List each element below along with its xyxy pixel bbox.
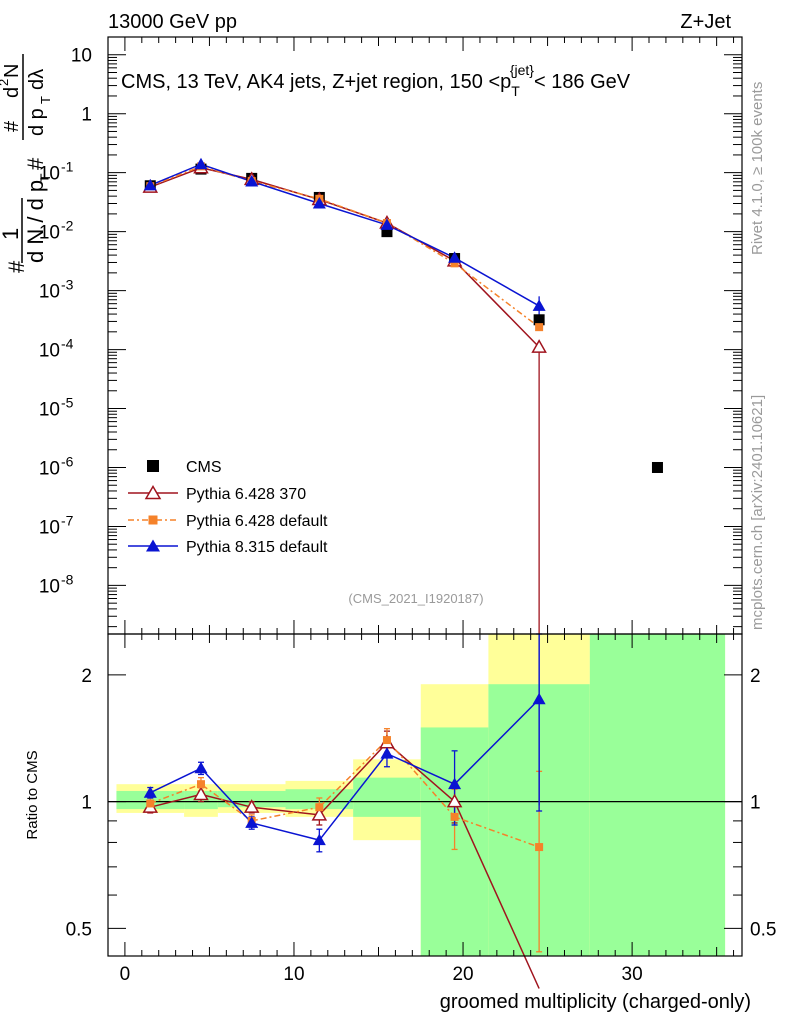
y-tick-label: 1: [81, 105, 92, 126]
legend-label-p6-370: Pythia 6.428 370: [186, 486, 306, 503]
main-point-p6_default-5: [450, 259, 459, 268]
data-markers: [142, 157, 663, 852]
header-right: Z+Jet: [680, 11, 731, 33]
y-tick-label: 10: [39, 282, 60, 303]
x-tick-label: 30: [622, 964, 643, 985]
legend: CMS Pythia 6.428 370 Pythia 6.428 defaul…: [128, 459, 328, 556]
main-point-cms-4: [381, 226, 393, 238]
y-tick-label: 10: [39, 223, 60, 244]
ratio-frame: [107, 633, 743, 957]
y-tick-label: 10: [39, 517, 60, 538]
ratio-point-p8-6: [532, 692, 546, 705]
main-line-p6_default: [149, 165, 540, 328]
ratio-y-tick-label-right: 1: [750, 793, 761, 814]
y-tick-exponent: -2: [61, 218, 74, 234]
svg-text:d: d: [1, 87, 23, 98]
x-tick-label: 10: [283, 964, 304, 985]
green-band-7: [589, 634, 726, 956]
y-tick-label: 10: [71, 46, 92, 67]
main-point-p8-6: [532, 299, 546, 311]
y-tick-label: 10: [39, 341, 60, 362]
main-point-p8-4: [380, 218, 394, 230]
main-point-cms-6: [533, 314, 545, 326]
main-point-p6_default-6: [535, 323, 544, 332]
svg-text:#: #: [4, 260, 29, 273]
svg-text:T: T: [37, 173, 53, 182]
main-point-p8-2: [245, 174, 259, 187]
y-tick-label: 10: [39, 164, 60, 185]
svg-text:#: #: [23, 157, 48, 170]
y-axis-label-ratio: Ratio to CMS: [24, 750, 41, 839]
legend-label-p8: Pythia 8.315 default: [186, 539, 328, 556]
x-tick-label: 20: [452, 964, 473, 985]
svg-text:1: 1: [0, 228, 23, 240]
ratio-point-p6_default-0: [146, 799, 155, 808]
y-tick-exponent: -4: [61, 336, 74, 352]
ratio-y-tick-label-left: 0.5: [66, 919, 92, 940]
legend-marker-p6-default: [148, 515, 158, 525]
y-tick-exponent: -8: [61, 571, 74, 587]
analysis-watermark: (CMS_2021_I1920187): [348, 591, 483, 606]
y-axis-label-main: # 1 d N / d p T # # d 2 N d p T dλ: [0, 54, 53, 273]
ratio-y-tick-label-right: 0.5: [750, 919, 776, 940]
ratio-point-p6_default-3: [315, 803, 324, 812]
legend-label-p6-default: Pythia 6.428 default: [186, 513, 328, 530]
y-tick-exponent: -6: [61, 453, 74, 469]
x-tick-label: 0: [120, 964, 131, 985]
svg-text:T: T: [38, 96, 53, 104]
main-line-p6_370: [150, 167, 540, 348]
legend-label-cms: CMS: [186, 459, 222, 476]
y-tick-label: 10: [39, 458, 60, 479]
ratio-point-p6_370-3: [311, 806, 328, 821]
main-point-p6_370-6: [531, 339, 547, 353]
main-point-cms-7: [651, 461, 663, 473]
main-point-p8-3: [312, 197, 326, 209]
ratio-point-p6_370-1: [193, 786, 209, 801]
x-axis-label: groomed multiplicity (charged-only): [440, 991, 751, 1013]
main-point-p8-0: [143, 178, 157, 191]
main-point-p8-1: [194, 157, 208, 170]
svg-text:#: #: [1, 120, 23, 132]
ratio-point-p8-1: [194, 761, 208, 774]
ratio-point-p6_default-5: [450, 812, 459, 821]
ratio-point-p8-0: [143, 786, 157, 798]
ratio-point-p8-2: [245, 816, 259, 828]
svg-text:N: N: [1, 64, 23, 78]
ratio-point-p6_370-2: [243, 799, 260, 813]
axes: [107, 36, 743, 957]
legend-marker-p6-370: [144, 485, 162, 500]
ratio-point-p6_default-4: [382, 736, 391, 745]
ratio-point-p8-5: [448, 777, 462, 790]
y-tick-exponent: -5: [61, 395, 74, 411]
main-line-p8: [149, 163, 540, 307]
svg-text:dλ: dλ: [26, 69, 48, 90]
svg-text:2: 2: [0, 79, 11, 86]
y-tick-exponent: -3: [61, 277, 74, 293]
ratio-point-p6_default-6: [535, 843, 544, 852]
y-tick-exponent: -7: [61, 512, 74, 528]
header-left: 13000 GeV pp: [108, 11, 237, 33]
rivet-label: Rivet 4.1.0, ≥ 100k events: [749, 82, 766, 255]
ratio-y-tick-label-left: 1: [81, 793, 92, 814]
legend-marker-p8: [146, 539, 160, 552]
main-point-p8-5: [448, 251, 462, 263]
uncertainty-bands: [116, 634, 726, 956]
mcplots-label: mcplots.cern.ch [arXiv:2401.10621]: [749, 395, 766, 630]
svg-text:d N / d p: d N / d p: [23, 180, 48, 263]
y-tick-label: 10: [39, 400, 60, 421]
ratio-point-p8-4: [380, 747, 394, 759]
svg-text:d p: d p: [26, 108, 48, 136]
y-tick-exponent: -1: [61, 159, 74, 175]
y-tick-label: 10: [39, 576, 60, 597]
legend-marker-cms: [147, 460, 159, 472]
ratio-point-p6_default-1: [196, 780, 205, 789]
ratio-point-p6_370-5: [446, 793, 463, 808]
green-band-4: [353, 777, 421, 817]
ratio-y-tick-label-right: 2: [750, 666, 761, 687]
ratio-y-tick-label-left: 2: [81, 666, 92, 687]
chart-title: CMS, 13 TeV, AK4 jets, Z+jet region, 150…: [121, 62, 631, 99]
ratio-point-p8-3: [312, 833, 326, 846]
